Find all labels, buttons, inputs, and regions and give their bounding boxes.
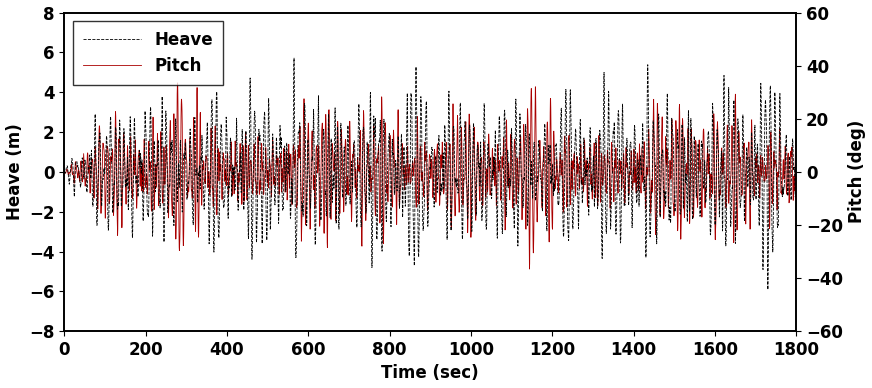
Heave (565, 91, 576, 96)
Pitch (791, 149, 801, 154)
Y-axis label: Pitch (deg): Pitch (deg) (848, 120, 867, 223)
Pitch (524, 267, 535, 271)
Heave (763, 287, 773, 292)
Y-axis label: Heave (m): Heave (m) (5, 123, 24, 220)
Line: Heave: Heave (65, 58, 796, 289)
Pitch (287, 202, 297, 207)
Heave (106, 114, 116, 119)
Heave (59, 170, 70, 174)
Heave (624, 148, 635, 153)
Pitch (565, 203, 576, 207)
Pitch (173, 81, 183, 85)
Heave (289, 56, 299, 61)
Legend: Heave, Pitch: Heave, Pitch (72, 21, 223, 85)
Pitch (624, 170, 635, 175)
Heave (147, 228, 158, 232)
Pitch (106, 158, 116, 162)
Line: Pitch: Pitch (65, 83, 796, 269)
Heave (287, 177, 297, 182)
X-axis label: Time (sec): Time (sec) (381, 364, 479, 383)
Pitch (147, 166, 158, 171)
Pitch (146, 208, 157, 212)
Heave (791, 160, 801, 165)
Heave (146, 149, 157, 154)
Pitch (59, 170, 70, 174)
